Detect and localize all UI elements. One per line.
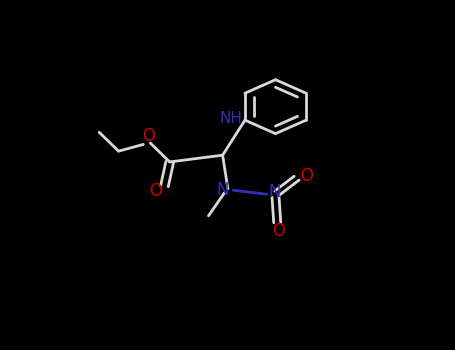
Text: NH: NH [220, 111, 243, 126]
Text: O: O [149, 182, 162, 200]
Text: N: N [268, 183, 281, 201]
Text: O: O [273, 222, 286, 240]
Text: O: O [142, 127, 155, 145]
Text: N: N [217, 181, 229, 199]
Text: O: O [300, 167, 313, 185]
